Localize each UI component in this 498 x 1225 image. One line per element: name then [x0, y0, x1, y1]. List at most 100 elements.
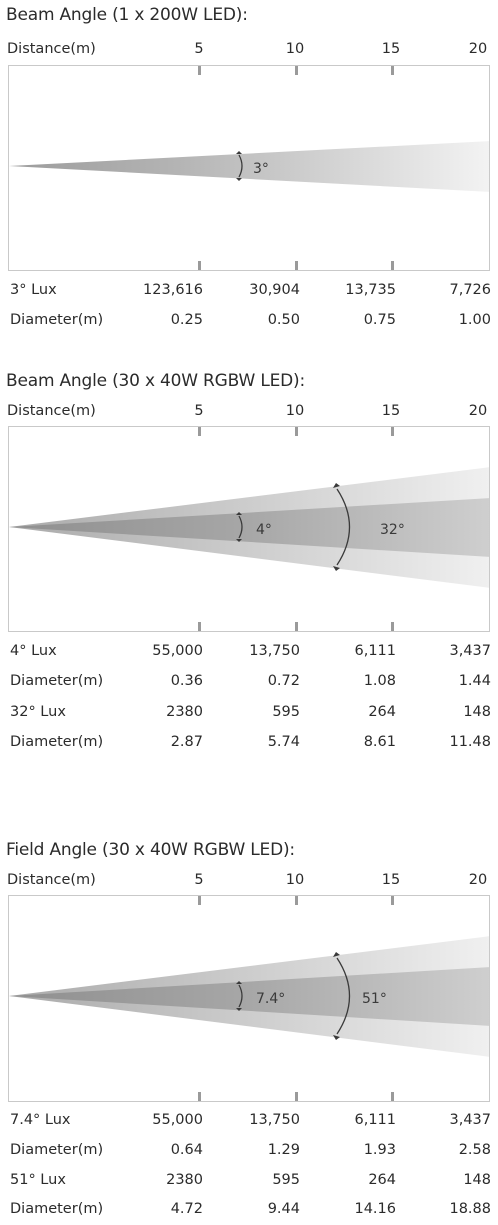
lux-value: 30,904 — [249, 282, 300, 298]
lux-value: 13,735 — [345, 282, 396, 298]
arrow-head — [236, 981, 242, 984]
lux-value: 2380 — [166, 1172, 203, 1188]
lux-value: 55,000 — [152, 643, 203, 659]
arrow-head — [236, 178, 242, 181]
tick-mark — [295, 622, 298, 631]
row-label: 32° Lux — [10, 704, 66, 720]
tick-mark — [295, 427, 298, 436]
tick-mark — [391, 66, 394, 75]
row-label: Diameter(m) — [10, 1142, 104, 1158]
row-label: 7.4° Lux — [10, 1112, 71, 1128]
beam-3deg-cone — [9, 141, 489, 192]
angle-arc-3deg — [238, 154, 243, 178]
diameter-value: 1.08 — [363, 673, 396, 689]
lux-value: 6,111 — [354, 1112, 396, 1128]
tick-mark — [198, 427, 201, 436]
distance-tick-20: 20 — [468, 41, 488, 57]
tick-mark — [295, 896, 298, 905]
tick-mark — [295, 261, 298, 270]
diameter-value: 2.58 — [458, 1142, 491, 1158]
diameter-value: 1.93 — [363, 1142, 396, 1158]
distance-tick-15: 15 — [381, 872, 401, 888]
diameter-value: 0.50 — [267, 312, 300, 328]
diameter-value: 18.88 — [449, 1201, 491, 1217]
row-label: Diameter(m) — [10, 1201, 104, 1217]
angle-arc-7-4deg — [238, 984, 243, 1008]
beam-cone-svg: 7.4° 51° — [9, 896, 489, 1101]
arrow-head — [236, 1008, 242, 1011]
distance-tick-10: 10 — [285, 872, 305, 888]
lux-value: 2380 — [166, 704, 203, 720]
beam-cone-svg: 3° — [9, 66, 489, 270]
angle-label-3deg: 3° — [253, 161, 269, 177]
diameter-value: 4.72 — [170, 1201, 203, 1217]
angle-label-32deg: 32° — [380, 522, 405, 538]
distance-tick-15: 15 — [381, 403, 401, 419]
lux-value: 264 — [368, 1172, 396, 1188]
tick-mark — [198, 261, 201, 270]
angle-label-51deg: 51° — [362, 991, 387, 1007]
diameter-value: 11.48 — [449, 734, 491, 750]
tick-mark — [198, 896, 201, 905]
diameter-value: 14.16 — [354, 1201, 396, 1217]
lux-value: 13,750 — [249, 1112, 300, 1128]
lux-value: 7,726 — [449, 282, 491, 298]
tick-mark — [391, 261, 394, 270]
tick-mark — [295, 1092, 298, 1101]
beam-diagram: 4° 32° — [8, 426, 490, 632]
row-label: Diameter(m) — [10, 673, 104, 689]
distance-tick-15: 15 — [381, 41, 401, 57]
tick-mark — [198, 1092, 201, 1101]
row-label: Diameter(m) — [10, 312, 104, 328]
lux-value: 264 — [368, 704, 396, 720]
arrow-head — [236, 539, 242, 542]
diameter-value: 0.36 — [170, 673, 203, 689]
tick-mark — [295, 66, 298, 75]
lux-value: 13,750 — [249, 643, 300, 659]
lux-value: 3,437 — [449, 643, 491, 659]
distance-axis-label: Distance(m) — [7, 41, 96, 57]
tick-mark — [391, 427, 394, 436]
diameter-value: 2.87 — [170, 734, 203, 750]
tick-mark — [391, 896, 394, 905]
lux-value: 148 — [463, 704, 491, 720]
section-title: Beam Angle (1 x 200W LED): — [6, 5, 248, 25]
arrow-head — [236, 151, 242, 154]
distance-tick-10: 10 — [285, 41, 305, 57]
lux-value: 55,000 — [152, 1112, 203, 1128]
diameter-value: 1.44 — [458, 673, 491, 689]
distance-tick-10: 10 — [285, 403, 305, 419]
distance-axis-label: Distance(m) — [7, 403, 96, 419]
angle-label-7-4deg: 7.4° — [256, 991, 285, 1007]
diameter-value: 1.00 — [458, 312, 491, 328]
lux-value: 595 — [272, 704, 300, 720]
distance-tick-20: 20 — [468, 403, 488, 419]
diameter-value: 8.61 — [363, 734, 396, 750]
arrow-head — [236, 512, 242, 515]
angle-arc-32deg — [336, 488, 351, 566]
beam-cone-svg: 4° 32° — [9, 427, 489, 631]
lux-value: 6,111 — [354, 643, 396, 659]
lux-value: 123,616 — [143, 282, 203, 298]
row-label: 51° Lux — [10, 1172, 66, 1188]
tick-mark — [198, 66, 201, 75]
diameter-value: 5.74 — [267, 734, 300, 750]
distance-tick-5: 5 — [194, 403, 204, 419]
diameter-value: 0.72 — [267, 673, 300, 689]
tick-mark — [391, 622, 394, 631]
distance-tick-5: 5 — [194, 41, 204, 57]
distance-tick-20: 20 — [468, 872, 488, 888]
diameter-value: 1.29 — [267, 1142, 300, 1158]
row-label: 4° Lux — [10, 643, 57, 659]
beam-4deg-cone — [9, 498, 489, 557]
section-title: Beam Angle (30 x 40W RGBW LED): — [6, 371, 305, 391]
lux-value: 3,437 — [449, 1112, 491, 1128]
angle-arc-51deg — [336, 957, 351, 1035]
beam-diagram: 3° — [8, 65, 490, 271]
diameter-value: 0.75 — [363, 312, 396, 328]
arrow-head — [333, 566, 340, 571]
arrow-head — [333, 1035, 340, 1040]
row-label: 3° Lux — [10, 282, 57, 298]
arrow-head — [333, 952, 340, 957]
diameter-value: 0.25 — [170, 312, 203, 328]
